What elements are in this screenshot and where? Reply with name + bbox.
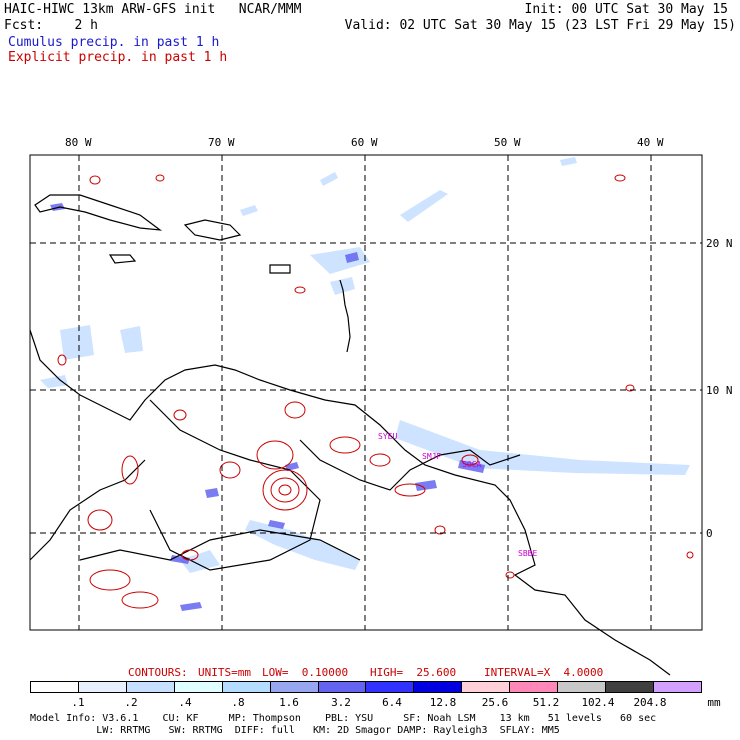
lat-label: 0 (706, 527, 713, 540)
explicit-precip-contours (57, 174, 694, 609)
legend-label: .2 (124, 696, 138, 709)
lon-label: 50 W (494, 136, 521, 149)
contours-units: UNITS=mm (198, 666, 251, 679)
legend-label: 6.4 (382, 696, 402, 709)
init-time: Init: 00 UTC Sat 30 May 15 (524, 2, 729, 17)
contours-low: LOW= 0.10000 (262, 666, 349, 679)
legend-label: 51.2 (532, 696, 560, 709)
model-info-line2: LW: RRTMG SW: RRTMG DIFF: full KM: 2D Sm… (30, 725, 560, 736)
legend-swatch (222, 682, 271, 692)
legend-label: .1 (71, 696, 85, 709)
lon-labels: 80 W 70 W 60 W 50 W 40 W (65, 136, 664, 149)
station-labels: SYEU SMJP SOCA SBBE (378, 432, 537, 558)
forecast-hour: Fcst: 2 h (4, 18, 98, 33)
legend-label: 25.6 (481, 696, 509, 709)
legend-swatch (653, 682, 701, 692)
model-title: HAIC-HIWC 13km ARW-GFS init NCAR/MMM (4, 2, 302, 17)
coastlines (29, 194, 671, 676)
contours-interval: INTERVAL=X 4.0000 (484, 666, 604, 679)
legend-label: 1.6 (279, 696, 299, 709)
legend-swatch (510, 682, 559, 692)
legend-label: 12.8 (429, 696, 457, 709)
legend-label: 204.8 (633, 696, 667, 709)
legend-swatch (270, 682, 319, 692)
lon-label: 80 W (65, 136, 92, 149)
legend-swatch (414, 682, 463, 692)
station-label: SMJP (422, 452, 441, 461)
legend-swatch (558, 682, 607, 692)
station-label: SYEU (378, 432, 397, 441)
lon-label: 70 W (208, 136, 235, 149)
lat-labels: 20 N 10 N 0 (706, 237, 733, 540)
map-frame (29, 154, 703, 631)
station-label: SBBE (518, 549, 537, 558)
lon-label: 60 W (351, 136, 378, 149)
legend-swatch (366, 682, 415, 692)
legend-label: 102.4 (581, 696, 615, 709)
model-info-line1: Model Info: V3.6.1 CU: KF MP: Thompson P… (30, 713, 657, 724)
legend-label: .4 (178, 696, 192, 709)
legend-swatch (174, 682, 223, 692)
legend-swatch (31, 682, 79, 692)
legend-swatch (606, 682, 654, 692)
legend-unit: mm (707, 696, 721, 709)
legend-label: .8 (231, 696, 245, 709)
lon-label: 40 W (637, 136, 664, 149)
legend-swatch (126, 682, 175, 692)
legend-swatch (318, 682, 367, 692)
legend-label: 3.2 (331, 696, 351, 709)
contours-label: CONTOURS: (128, 666, 188, 679)
valid-time: Valid: 02 UTC Sat 30 May 15 (23 LST Fri … (344, 18, 736, 33)
lat-label: 20 N (706, 237, 733, 250)
explicit-precip-label: Explicit precip. in past 1 h (8, 50, 228, 65)
legend-swatch (78, 682, 127, 692)
lat-lon-grid (30, 155, 702, 630)
station-label: SOCA (462, 460, 481, 469)
lat-label: 10 N (706, 384, 733, 397)
precip-color-legend (30, 681, 702, 693)
legend-swatch (462, 682, 511, 692)
cumulus-cells (50, 203, 485, 611)
contours-high: HIGH= 25.600 (370, 666, 457, 679)
cumulus-precip-label: Cumulus precip. in past 1 h (8, 35, 220, 50)
